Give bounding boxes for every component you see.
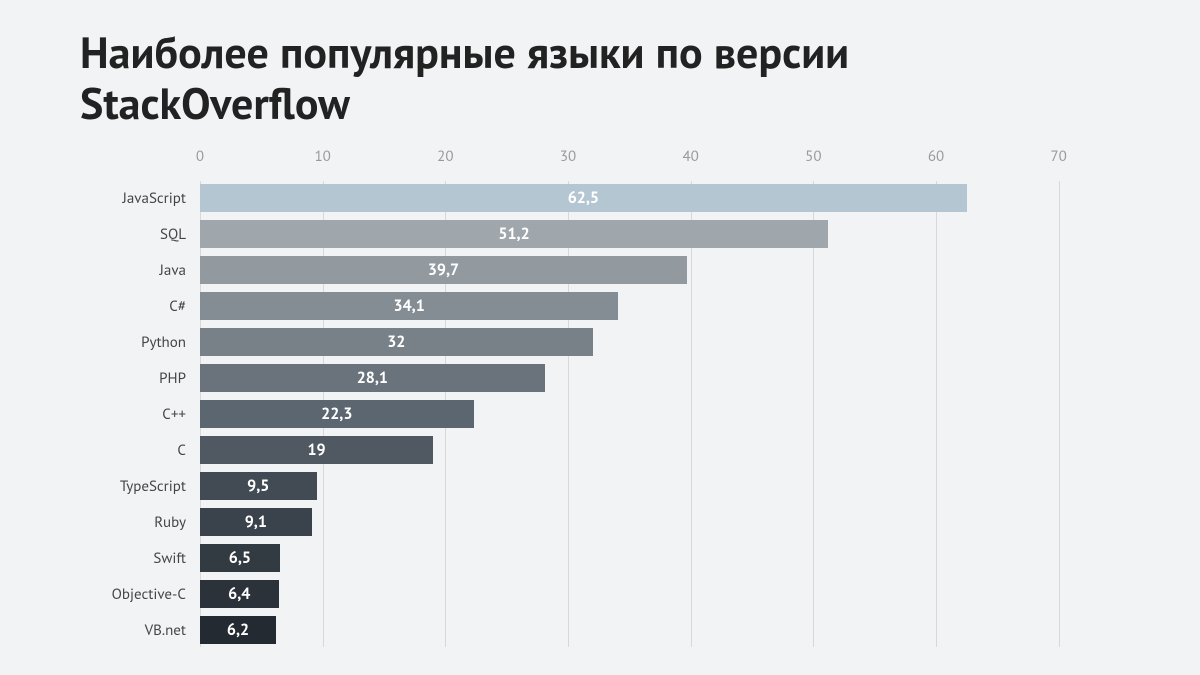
bar-track: 32: [200, 325, 1120, 359]
bar-value-label: 62,5: [568, 188, 599, 208]
bar-row: SQL 51,2: [80, 217, 1120, 251]
bar-value-label: 6,4: [228, 584, 250, 604]
bar-value-label: 9,1: [245, 512, 267, 532]
bar: 6,4: [200, 580, 279, 608]
bar-track: 9,1: [200, 505, 1120, 539]
chart-area: 010203040506070 JavaScript62,5SQL51,2Jav…: [80, 147, 1120, 647]
bar-y-label: SQL: [80, 225, 200, 244]
bar-y-label: JavaScript: [80, 189, 200, 208]
bar-value-label: 9,5: [247, 476, 269, 496]
bar-row: C# 34,1: [80, 289, 1120, 323]
bar-y-label: PHP: [80, 369, 200, 388]
bar-value-label: 51,2: [498, 224, 529, 244]
x-axis-tick: 60: [928, 147, 944, 166]
bar: 62,5: [200, 184, 967, 212]
bar-track: 28,1: [200, 361, 1120, 395]
bar: 19: [200, 436, 433, 464]
x-axis-tick: 40: [682, 147, 698, 166]
bar-y-label: VB.net: [80, 621, 200, 640]
bar-row: JavaScript 62,5: [80, 181, 1120, 215]
bar-track: 6,4: [200, 577, 1120, 611]
bar-row: PHP 28,1: [80, 361, 1120, 395]
x-axis-tick: 50: [805, 147, 821, 166]
bar-value-label: 6,5: [229, 548, 251, 568]
bars-wrapper: JavaScript 62,5 SQL 51,2 Java 39,7 C# 34,1 Pytho…: [80, 181, 1120, 647]
bar-row: TypeScript 9,5: [80, 469, 1120, 503]
bar-row: C++ 22,3: [80, 397, 1120, 431]
bar-value-label: 19: [307, 440, 325, 460]
bar: 9,5: [200, 472, 317, 500]
bar-track: 9,5: [200, 469, 1120, 503]
bar-y-label: Python: [80, 333, 200, 352]
bar-row: Python 32: [80, 325, 1120, 359]
x-axis-tick: 0: [196, 147, 204, 166]
bar-row: Ruby 9,1: [80, 505, 1120, 539]
bar: 34,1: [200, 292, 618, 320]
bar-track: 51,2: [200, 217, 1120, 251]
bar-row: C 19: [80, 433, 1120, 467]
x-axis-tick: 30: [560, 147, 576, 166]
bar: 28,1: [200, 364, 545, 392]
bar-row: Objective-C 6,4: [80, 577, 1120, 611]
bar-row: Swift 6,5: [80, 541, 1120, 575]
bar: 9,1: [200, 508, 312, 536]
bar-value-label: 22,3: [321, 404, 352, 424]
bar-row: VB.net 6,2: [80, 613, 1120, 647]
bar-y-label: Swift: [80, 549, 200, 568]
bar-y-label: Java: [80, 261, 200, 280]
bar-row: Java 39,7: [80, 253, 1120, 287]
bar-y-label: TypeScript: [80, 477, 200, 496]
x-axis-tick: 70: [1050, 147, 1066, 166]
x-axis: 0 10 20 30 40 50 60 70: [80, 147, 1120, 171]
chart-title: Наиболее популярные языки по версии Stac…: [80, 28, 1120, 129]
bar-track: 39,7: [200, 253, 1120, 287]
bar-y-label: C++: [80, 405, 200, 424]
bar-track: 6,2: [200, 613, 1120, 647]
bar-track: 19: [200, 433, 1120, 467]
bar: 22,3: [200, 400, 474, 428]
bar-track: 22,3: [200, 397, 1120, 431]
x-axis-tick: 10: [314, 147, 330, 166]
bar: 32: [200, 328, 593, 356]
bar-value-label: 34,1: [394, 296, 425, 316]
bar-value-label: 28,1: [357, 368, 388, 388]
bar: 6,2: [200, 616, 276, 644]
bar-value-label: 39,7: [428, 260, 459, 280]
bar-track: 62,5: [200, 181, 1120, 215]
bar-track: 34,1: [200, 289, 1120, 323]
bar-y-label: C#: [80, 297, 200, 316]
x-axis-tick: 20: [437, 147, 453, 166]
bar-y-label: Ruby: [80, 513, 200, 532]
bar: 51,2: [200, 220, 828, 248]
bar: 39,7: [200, 256, 687, 284]
bar-y-label: C: [80, 441, 200, 460]
bar-value-label: 32: [387, 332, 405, 352]
bar: 6,5: [200, 544, 280, 572]
bar-track: 6,5: [200, 541, 1120, 575]
bar-y-label: Objective-C: [80, 585, 200, 604]
bar-value-label: 6,2: [227, 620, 249, 640]
